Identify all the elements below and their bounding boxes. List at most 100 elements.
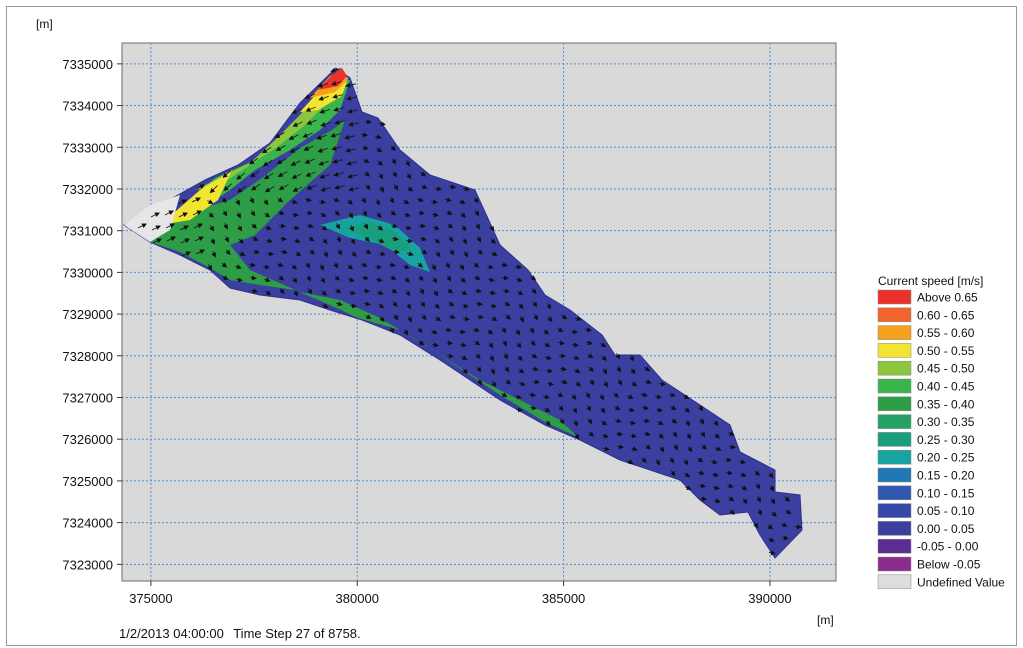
x-tick-label: 380000 <box>336 591 379 606</box>
current-vector <box>363 158 370 163</box>
current-vector <box>728 496 735 502</box>
current-vector <box>501 275 509 281</box>
current-vector <box>390 210 397 216</box>
current-vector <box>348 121 359 127</box>
current-vector <box>418 340 425 345</box>
current-vector <box>599 394 604 401</box>
current-vector <box>461 355 468 361</box>
current-vector <box>587 353 594 358</box>
current-vector <box>250 288 258 294</box>
current-vector <box>684 407 690 414</box>
current-vector <box>237 185 247 193</box>
current-vector <box>687 446 693 453</box>
legend-label: -0.05 - 0.00 <box>917 540 979 554</box>
y-tick-label: 7329000 <box>62 307 113 322</box>
current-vector <box>319 108 330 114</box>
current-vector <box>236 212 241 219</box>
current-vector <box>669 457 674 464</box>
legend-label: 0.25 - 0.30 <box>917 433 975 447</box>
current-vector <box>304 158 315 164</box>
current-vector <box>517 290 524 296</box>
current-vector <box>781 522 788 527</box>
current-vector <box>446 210 453 215</box>
current-vector <box>589 379 595 386</box>
current-vector <box>658 433 664 439</box>
current-vector <box>336 236 341 243</box>
current-vector <box>391 236 399 242</box>
current-vector <box>757 509 762 516</box>
current-vector <box>251 183 261 191</box>
current-vector <box>177 199 187 205</box>
current-vector <box>349 225 354 232</box>
current-vector <box>501 327 507 334</box>
current-vector <box>505 314 511 320</box>
current-vector <box>263 172 274 180</box>
current-vector <box>559 366 567 372</box>
current-vector <box>166 236 176 242</box>
current-vector <box>683 459 689 466</box>
current-vector <box>347 264 354 270</box>
current-vector <box>262 264 270 270</box>
current-vector <box>406 173 412 180</box>
legend-label: 0.50 - 0.55 <box>917 344 975 358</box>
y-tick-label: 7332000 <box>62 182 113 197</box>
current-vector <box>292 121 303 127</box>
current-vector <box>335 301 343 307</box>
current-vector <box>616 366 621 373</box>
current-vector <box>306 119 317 125</box>
x-tick-label: 375000 <box>129 591 172 606</box>
current-vector <box>431 264 437 271</box>
current-vector <box>771 511 777 517</box>
x-tick-label: 385000 <box>542 591 585 606</box>
current-vector <box>530 340 536 346</box>
current-vector <box>711 459 718 465</box>
y-tick-label: 7326000 <box>62 432 113 447</box>
current-vector <box>308 236 315 242</box>
current-vector <box>528 392 536 398</box>
current-vector <box>405 290 411 297</box>
current-vector <box>794 524 802 530</box>
current-vector <box>390 275 397 281</box>
current-vector <box>531 353 538 359</box>
current-vector <box>375 199 380 206</box>
current-vector <box>195 184 205 190</box>
current-vector <box>473 327 480 333</box>
legend-swatch <box>877 414 912 429</box>
current-vector <box>542 394 550 400</box>
current-vector <box>557 327 564 332</box>
current-vector <box>727 483 734 489</box>
legend-swatch <box>877 503 912 518</box>
current-vector <box>223 183 232 191</box>
current-vector <box>698 470 705 475</box>
current-vector <box>756 496 761 503</box>
current-vector <box>463 186 470 191</box>
current-vector <box>673 444 678 451</box>
current-vector <box>488 290 496 296</box>
current-vector <box>264 185 275 193</box>
current-vector <box>435 251 441 258</box>
current-vector <box>487 277 495 283</box>
current-vector <box>547 316 553 323</box>
current-vector <box>365 249 372 254</box>
current-vector <box>404 212 411 218</box>
current-vector <box>473 197 479 203</box>
x-axis-ticks: 375000 380000 385000 390000 <box>129 581 792 606</box>
current-vector <box>305 210 313 216</box>
current-vector <box>641 457 647 463</box>
current-vector <box>264 277 271 283</box>
current-vector <box>235 277 243 283</box>
current-vector <box>504 301 511 307</box>
current-vector <box>291 173 302 179</box>
current-vector <box>417 262 424 268</box>
current-vector <box>572 407 577 414</box>
current-vector <box>725 470 733 476</box>
current-vector <box>235 199 240 206</box>
legend-swatch <box>877 289 912 305</box>
current-vector <box>346 95 357 101</box>
current-vector <box>462 238 467 245</box>
current-vector <box>178 212 188 218</box>
current-vector <box>264 212 271 218</box>
current-vector <box>615 353 620 360</box>
current-vector <box>474 288 482 294</box>
current-vector <box>489 355 494 362</box>
